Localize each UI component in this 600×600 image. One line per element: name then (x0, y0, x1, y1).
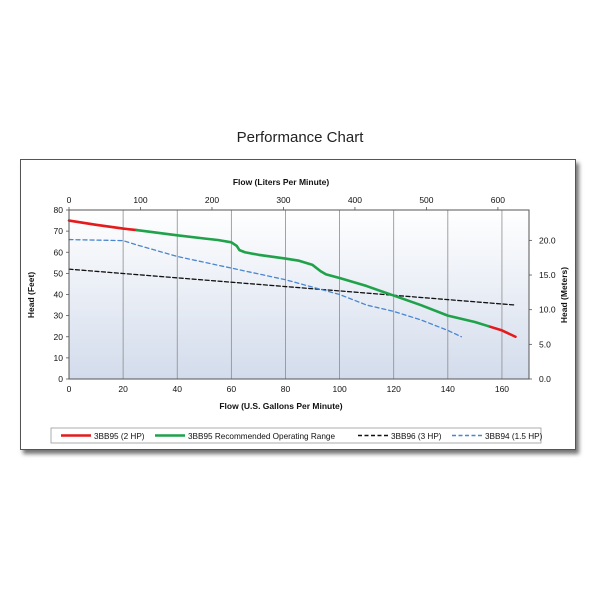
y-left-tick-label: 50 (54, 268, 64, 278)
series-lines (67, 219, 517, 339)
plot-area (69, 210, 529, 379)
y-left-tick-label: 80 (54, 205, 64, 215)
x-bottom-tick-label: 120 (387, 384, 401, 394)
y-right-tick-label: 15.0 (539, 270, 556, 280)
y-left-tick-label: 40 (54, 290, 64, 300)
legend-label: 3BB94 (1.5 HP) (485, 432, 543, 441)
y-left-tick-label: 10 (54, 353, 64, 363)
x-bottom-tick-label: 60 (227, 384, 237, 394)
y-right-tick-label: 0.0 (539, 374, 551, 384)
chart-frame: 0 20 40 60 80 100 120 140 160 0 100 200 300 400 500 600… (20, 159, 576, 450)
x-bottom-tick-label: 140 (441, 384, 455, 394)
x-bottom-tick-label: 80 (281, 384, 291, 394)
legend-label: 3BB95 Recommended Operating Range (188, 432, 335, 441)
x-bottom-axis-label: Flow (U.S. Gallons Per Minute) (219, 401, 342, 411)
x-bottom-tick-label: 100 (332, 384, 346, 394)
legend-box (50, 427, 542, 444)
x-top-tick-label: 400 (348, 195, 362, 205)
x-bottom-tick-label: 20 (118, 384, 128, 394)
series-line-1 (487, 324, 517, 339)
y-left-tick-label: 20 (54, 332, 64, 342)
x-bottom-tick-label: 0 (67, 384, 72, 394)
y-right-tick-label: 20.0 (539, 235, 556, 245)
chart-title: Performance Chart (236, 129, 364, 146)
series-line-0 (67, 219, 138, 232)
y-right-tick-label: 5.0 (539, 339, 551, 349)
series-line-4 (68, 238, 463, 338)
x-bottom-tick-label: 40 (173, 384, 183, 394)
y-right-tick-label: 10.0 (539, 305, 556, 315)
y-left-tick-label: 70 (54, 226, 64, 236)
y-left-tick-label: 0 (58, 374, 63, 384)
x-top-tick-label: 500 (419, 195, 433, 205)
y-left-axis-label: Head (Feet) (26, 272, 36, 318)
legend-label: 3BB96 (3 HP) (391, 432, 442, 441)
y-right-axis-label: Head (Meters) (559, 267, 569, 323)
x-top-tick-label: 0 (67, 195, 72, 205)
x-top-axis-label: Flow (Liters Per Minute) (233, 177, 330, 187)
x-top-tick-label: 100 (133, 195, 147, 205)
x-top-tick-label: 600 (491, 195, 505, 205)
y-left-tick-label: 30 (54, 311, 64, 321)
x-top-tick-label: 200 (205, 195, 219, 205)
legend-label: 3BB95 (2 HP) (94, 432, 145, 441)
y-left-tick-label: 60 (54, 247, 64, 257)
series-line-3 (68, 268, 517, 306)
x-top-tick-label: 300 (276, 195, 290, 205)
legend: 3BB95 (2 HP) 3BB95 Recommended Operating … (50, 427, 543, 444)
x-bottom-tick-label: 160 (495, 384, 509, 394)
series-line-2 (135, 228, 490, 328)
